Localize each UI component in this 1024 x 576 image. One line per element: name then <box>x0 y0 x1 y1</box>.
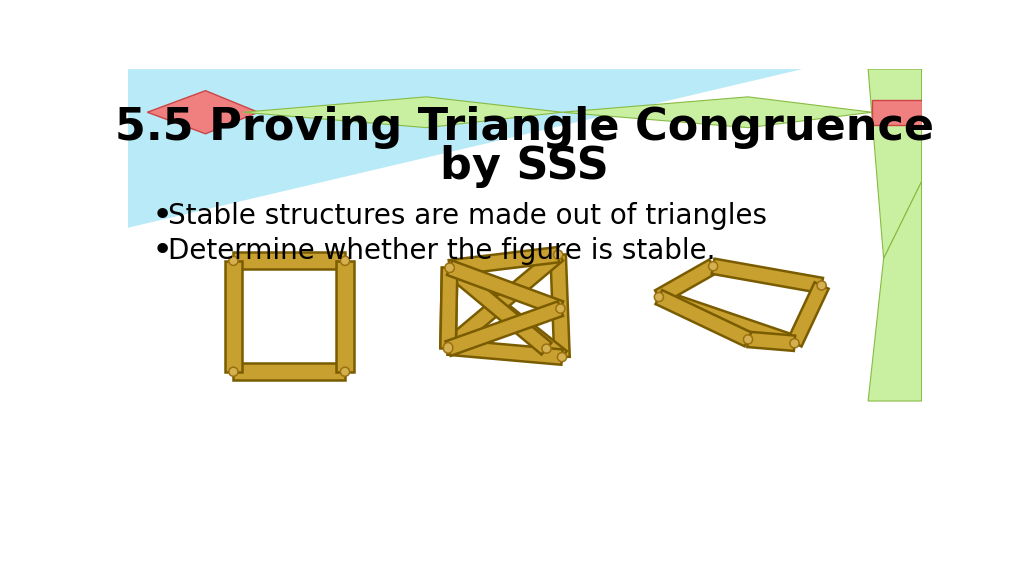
Circle shape <box>555 252 561 258</box>
Circle shape <box>342 258 348 264</box>
Polygon shape <box>787 282 828 347</box>
Polygon shape <box>243 97 562 128</box>
Circle shape <box>230 369 237 375</box>
Polygon shape <box>444 262 552 354</box>
Polygon shape <box>655 290 752 346</box>
Circle shape <box>443 343 453 352</box>
Circle shape <box>709 262 718 271</box>
Circle shape <box>230 258 237 264</box>
Polygon shape <box>445 301 563 356</box>
Circle shape <box>445 346 452 352</box>
Circle shape <box>744 336 751 343</box>
Circle shape <box>655 294 662 300</box>
Polygon shape <box>872 100 922 124</box>
Circle shape <box>228 367 238 376</box>
Circle shape <box>817 281 826 290</box>
Polygon shape <box>337 261 353 372</box>
Polygon shape <box>225 261 242 372</box>
Text: Stable structures are made out of triangles: Stable structures are made out of triang… <box>168 202 767 230</box>
Circle shape <box>340 256 349 266</box>
Polygon shape <box>868 69 922 259</box>
Circle shape <box>557 305 563 312</box>
Polygon shape <box>748 332 796 351</box>
Polygon shape <box>233 363 345 380</box>
Polygon shape <box>444 262 567 363</box>
Circle shape <box>654 293 664 302</box>
Circle shape <box>445 263 455 272</box>
Circle shape <box>818 282 824 289</box>
Polygon shape <box>447 339 562 365</box>
Circle shape <box>342 369 348 375</box>
Circle shape <box>790 339 799 348</box>
Polygon shape <box>655 260 717 304</box>
Polygon shape <box>147 90 258 134</box>
Text: by SSS: by SSS <box>440 145 609 188</box>
Polygon shape <box>233 252 345 270</box>
Circle shape <box>443 344 453 353</box>
Polygon shape <box>656 290 797 351</box>
Text: •: • <box>152 199 172 233</box>
Circle shape <box>743 335 753 344</box>
Polygon shape <box>449 247 559 275</box>
Circle shape <box>446 265 453 271</box>
Circle shape <box>544 346 550 352</box>
Circle shape <box>554 250 563 259</box>
Circle shape <box>228 256 238 266</box>
Polygon shape <box>550 255 569 357</box>
Circle shape <box>340 367 349 376</box>
Polygon shape <box>443 249 563 353</box>
Circle shape <box>542 344 551 353</box>
Polygon shape <box>562 97 872 128</box>
Circle shape <box>710 263 716 270</box>
Circle shape <box>446 265 453 271</box>
Text: Determine whether the figure is stable.: Determine whether the figure is stable. <box>168 237 716 265</box>
Polygon shape <box>446 260 563 316</box>
Polygon shape <box>128 69 802 228</box>
Polygon shape <box>712 259 823 293</box>
Polygon shape <box>440 268 458 349</box>
Circle shape <box>557 353 566 362</box>
Circle shape <box>445 344 452 350</box>
Circle shape <box>792 340 798 346</box>
Circle shape <box>445 263 455 272</box>
Text: •: • <box>152 234 172 268</box>
Text: 5.5 Proving Triangle Congruence: 5.5 Proving Triangle Congruence <box>116 106 934 149</box>
Circle shape <box>559 354 565 360</box>
Circle shape <box>556 304 565 313</box>
Polygon shape <box>440 268 458 347</box>
Polygon shape <box>868 181 922 401</box>
